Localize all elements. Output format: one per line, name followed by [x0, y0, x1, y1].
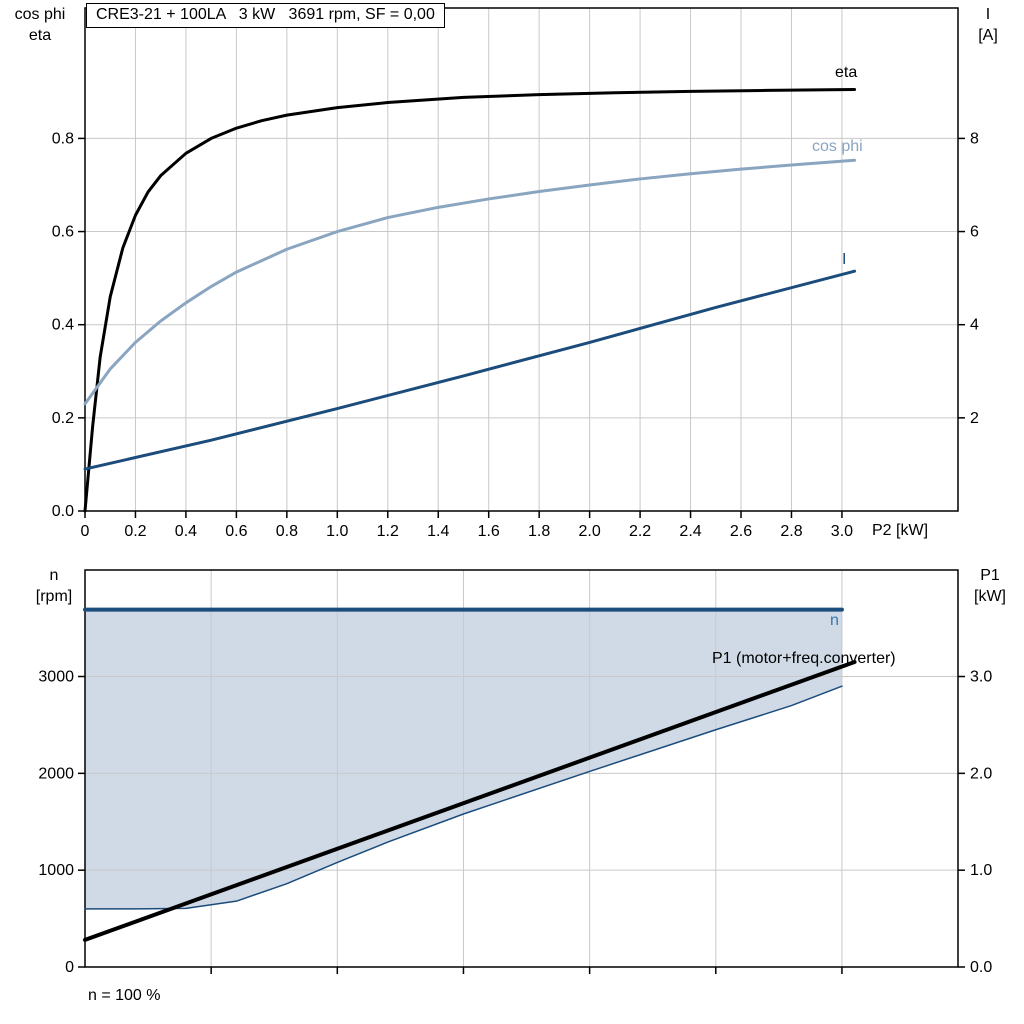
- svg-text:1.8: 1.8: [528, 523, 550, 540]
- svg-text:8: 8: [970, 130, 979, 147]
- svg-text:2.0: 2.0: [578, 523, 600, 540]
- bottom-left-axis-label-n: n: [49, 567, 59, 584]
- svg-text:1.2: 1.2: [377, 523, 399, 540]
- svg-text:2.2: 2.2: [629, 523, 651, 540]
- svg-text:3.0: 3.0: [831, 523, 853, 540]
- svg-text:2.6: 2.6: [730, 523, 752, 540]
- svg-text:0.6: 0.6: [225, 523, 247, 540]
- curve-label-cosphi: cos phi: [812, 138, 863, 155]
- svg-text:2000: 2000: [38, 765, 74, 782]
- svg-text:6: 6: [970, 224, 979, 241]
- svg-text:2.8: 2.8: [780, 523, 802, 540]
- svg-text:2.0: 2.0: [970, 765, 992, 782]
- top-left-axis-label-cosphi: cos phi: [14, 6, 66, 23]
- x-axis-label-p2: P2 [kW]: [872, 522, 929, 539]
- svg-text:0.8: 0.8: [52, 130, 74, 147]
- top-right-axis-label-current: I: [985, 6, 991, 23]
- svg-text:0.2: 0.2: [124, 523, 146, 540]
- curve-label-current: I: [842, 251, 847, 268]
- svg-text:1.0: 1.0: [970, 862, 992, 879]
- svg-text:3000: 3000: [38, 669, 74, 686]
- svg-text:0.0: 0.0: [970, 959, 992, 976]
- svg-text:1.6: 1.6: [478, 523, 500, 540]
- svg-text:0.0: 0.0: [52, 503, 74, 520]
- top-right-axis-unit-ampere: [A]: [978, 27, 998, 44]
- curve-label-eta: eta: [835, 64, 858, 81]
- svg-text:0: 0: [81, 523, 90, 540]
- bottom-right-axis-unit-kw: [kW]: [974, 588, 1006, 605]
- svg-text:4: 4: [970, 317, 979, 334]
- svg-text:0.8: 0.8: [276, 523, 298, 540]
- svg-text:1.4: 1.4: [427, 523, 449, 540]
- svg-text:0: 0: [65, 959, 74, 976]
- curve-label-n: n: [830, 612, 839, 629]
- svg-text:2.4: 2.4: [679, 523, 701, 540]
- svg-text:1.0: 1.0: [326, 523, 348, 540]
- svg-text:0.4: 0.4: [52, 317, 74, 334]
- svg-text:1000: 1000: [38, 862, 74, 879]
- svg-text:0.6: 0.6: [52, 224, 74, 241]
- footnote-n-100-percent: n = 100 %: [88, 987, 161, 1004]
- top-left-axis-label-eta: eta: [28, 27, 52, 44]
- svg-text:2: 2: [970, 410, 979, 427]
- chart-title: CRE3-21 + 100LA 3 kW 3691 rpm, SF = 0,00: [86, 3, 445, 28]
- curve-label-p1: P1 (motor+freq.converter): [712, 650, 896, 667]
- svg-text:0.4: 0.4: [175, 523, 197, 540]
- bottom-left-axis-unit-rpm: [rpm]: [35, 588, 73, 605]
- svg-text:0.2: 0.2: [52, 410, 74, 427]
- bottom-right-axis-label-p1: P1: [980, 567, 1000, 584]
- svg-text:3.0: 3.0: [970, 669, 992, 686]
